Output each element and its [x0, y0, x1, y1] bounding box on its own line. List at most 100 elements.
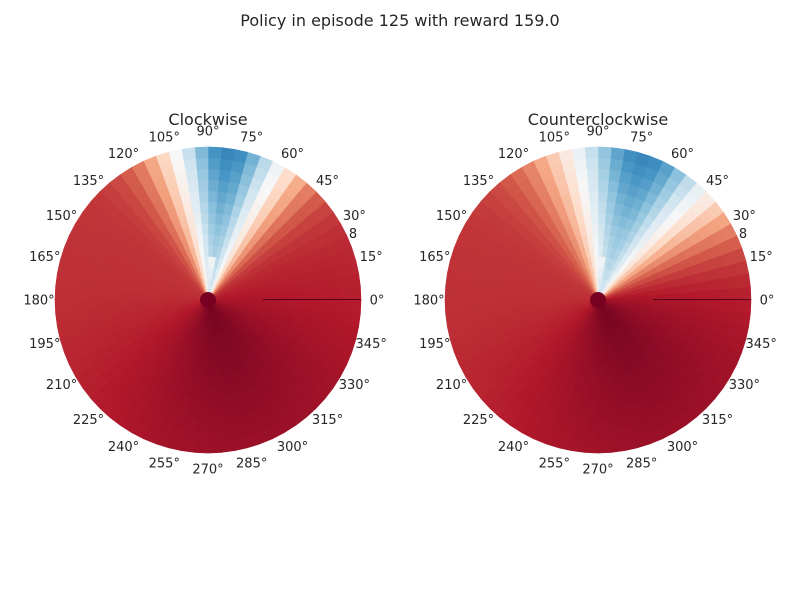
- angular-tick-label: 0°: [760, 294, 775, 309]
- heatmap-cell: [489, 290, 500, 300]
- angular-tick-label: 300°: [277, 440, 308, 455]
- heatmap-cell: [598, 180, 608, 191]
- angular-tick-label: 120°: [498, 147, 529, 162]
- heatmap-cell: [164, 296, 175, 300]
- heatmap-cell: [208, 245, 213, 256]
- heatmap-cell: [233, 149, 248, 162]
- angular-tick-label: 150°: [46, 209, 77, 224]
- heatmap-cell: [208, 224, 215, 235]
- angular-tick-label: 90°: [196, 125, 219, 140]
- heatmap-cell: [674, 292, 685, 300]
- heatmap-cell: [581, 386, 590, 398]
- heatmap-cell: [586, 158, 598, 169]
- heatmap-cell: [181, 148, 195, 161]
- heatmap-cell: [696, 300, 707, 310]
- heatmap-cell: [305, 309, 317, 319]
- heatmap-cell: [740, 287, 751, 300]
- heatmap-cell: [56, 273, 69, 287]
- angular-tick-label: 75°: [240, 130, 263, 145]
- angular-tick-label: 30°: [343, 209, 366, 224]
- angular-tick-label: 120°: [108, 147, 139, 162]
- heatmap-cell: [203, 344, 208, 355]
- heatmap-cell: [181, 440, 195, 453]
- heatmap-cell: [195, 147, 208, 158]
- heatmap-cell: [511, 292, 522, 300]
- heatmap-cell: [478, 290, 489, 300]
- heatmap-cell: [467, 289, 478, 300]
- heatmap-cell: [598, 256, 602, 267]
- heatmap-cell: [219, 158, 232, 170]
- figure-suptitle: Policy in episode 125 with reward 159.0: [240, 11, 559, 30]
- heatmap-cell: [588, 191, 598, 202]
- heatmap-cell: [121, 300, 132, 308]
- heatmap-cell: [610, 148, 624, 161]
- heatmap-cell: [197, 420, 208, 431]
- heatmap-cell: [220, 148, 234, 161]
- heatmap-cell: [337, 311, 349, 324]
- angular-tick-label: 225°: [463, 413, 494, 428]
- polar-panel-counterclockwise: Counterclockwise 0°15°30°45°60°75°90°105…: [413, 110, 777, 478]
- heatmap-cell: [593, 344, 598, 355]
- heatmap-cell: [718, 300, 729, 311]
- heatmap-cell: [598, 147, 611, 158]
- heatmap-cell: [598, 409, 608, 420]
- angular-tick-label: 150°: [436, 209, 467, 224]
- heatmap-cell: [208, 387, 217, 398]
- heatmap-cell: [558, 437, 573, 450]
- heatmap-cell: [608, 180, 619, 192]
- heatmap-cell: [727, 275, 739, 288]
- heatmap-cell: [187, 408, 198, 420]
- heatmap-cell: [142, 294, 153, 300]
- heatmap-cell: [132, 293, 143, 300]
- heatmap-cell: [208, 376, 216, 387]
- angular-tick-label: 90°: [586, 125, 609, 140]
- heatmap-cell: [589, 387, 598, 398]
- angular-tick-label: 45°: [316, 174, 339, 189]
- heatmap-cell: [467, 277, 479, 289]
- heatmap-cell: [198, 191, 208, 202]
- heatmap-cell: [592, 354, 598, 365]
- heatmap-cell: [623, 149, 638, 162]
- heatmap-cell: [306, 300, 317, 310]
- heatmap-cell: [609, 158, 622, 170]
- heatmap-cell: [587, 169, 598, 180]
- angular-tick-label: 330°: [339, 378, 370, 393]
- heatmap-cell: [706, 310, 718, 321]
- heatmap-cell: [587, 420, 598, 431]
- angular-tick-label: 315°: [702, 413, 733, 428]
- heatmap-cell: [339, 288, 350, 300]
- heatmap-cell: [337, 275, 349, 288]
- heatmap-cell: [707, 300, 718, 310]
- heatmap-cell: [598, 224, 605, 235]
- heatmap-cell: [208, 158, 220, 169]
- heatmap-cell: [191, 386, 200, 398]
- heatmap-cell: [200, 376, 208, 387]
- heatmap-cell: [588, 180, 598, 191]
- angular-tick-label: 195°: [419, 337, 450, 352]
- heatmap-cell: [696, 290, 707, 300]
- heatmap-cell: [66, 311, 78, 324]
- angular-tick-label: 105°: [539, 130, 570, 145]
- heatmap-cell: [121, 292, 132, 300]
- heatmap-cell: [456, 300, 467, 312]
- heatmap-cell: [478, 279, 490, 290]
- heatmap-cell: [685, 291, 696, 300]
- heatmap-cell: [273, 300, 284, 307]
- heatmap-cell: [317, 300, 328, 310]
- heatmap-cell: [208, 398, 218, 409]
- heatmap-cell: [339, 300, 350, 312]
- angular-tick-label: 255°: [539, 457, 570, 472]
- heatmap-cell: [317, 290, 328, 300]
- heatmap-cell: [543, 295, 554, 300]
- heatmap-cell: [589, 202, 598, 213]
- heatmap-cell: [456, 275, 468, 288]
- center-hub: [200, 292, 216, 308]
- heatmap-cell: [208, 169, 219, 180]
- angular-tick-label: 315°: [312, 413, 343, 428]
- heatmap-cell: [579, 397, 589, 409]
- heatmap-cell: [489, 300, 500, 310]
- angular-tick-label: 0°: [370, 294, 385, 309]
- heatmap-cell: [738, 273, 751, 287]
- angular-tick-label: 15°: [750, 250, 773, 265]
